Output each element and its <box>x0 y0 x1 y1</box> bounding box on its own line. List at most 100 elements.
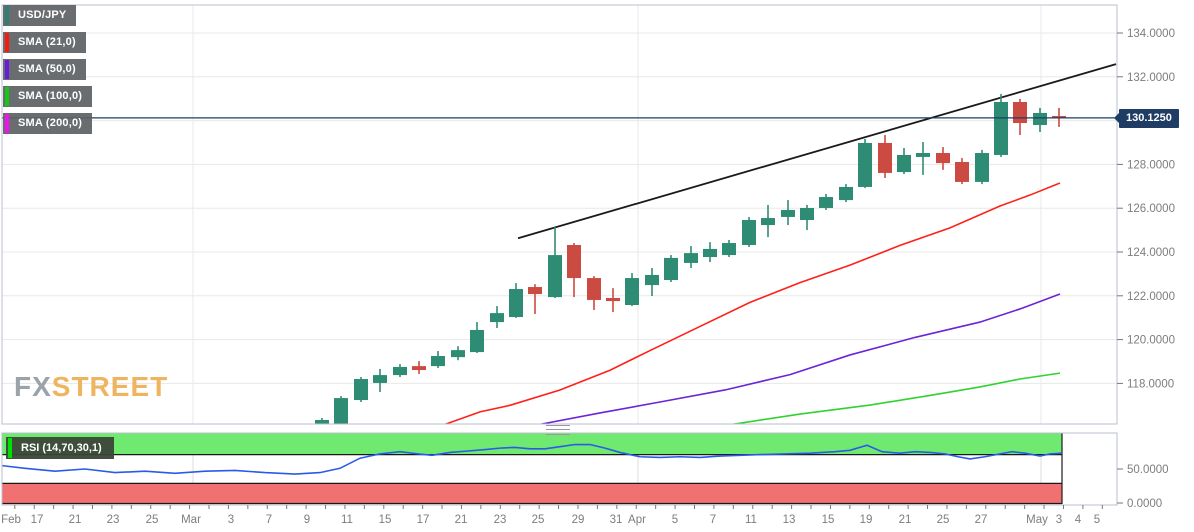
time-tick-label: 7 <box>710 514 716 526</box>
sma-200-label: SMA (200,0) <box>18 117 83 129</box>
time-tick-label: 4 <box>1075 514 1082 526</box>
price-tick-label: 120.0000 <box>1127 335 1175 347</box>
rsi-tick-label: 50.0000 <box>1127 464 1169 476</box>
rsi-line <box>2 443 1062 475</box>
time-tick-label: 5 <box>1094 514 1100 526</box>
time-tick-label: 25 <box>146 514 159 526</box>
candle-down <box>878 142 892 173</box>
time-tick-label: 17 <box>31 514 44 526</box>
sma-21-color-strip <box>5 33 9 52</box>
time-axis: Feb 17 21 23 25 Mar 3 7 9 11 15 17 21 23 25 29 31 Apr 5 7 11… <box>1 505 1103 526</box>
price-tag-arrow-icon <box>1114 113 1119 123</box>
rsi-bands <box>2 433 1063 505</box>
watermark-street: STREET <box>51 371 169 402</box>
price-tick-label: 132.0000 <box>1127 72 1175 84</box>
legend-sma-50[interactable]: SMA (50,0) <box>3 59 86 80</box>
candle-up <box>1033 112 1047 125</box>
candle-up <box>393 366 407 376</box>
candle-up <box>490 313 504 323</box>
candle-down <box>528 287 542 295</box>
time-tick-label: 21 <box>899 514 912 526</box>
fxstreet-watermark: FXSTREET <box>14 371 168 403</box>
time-tick-label: 29 <box>572 514 585 526</box>
sma-50-label: SMA (50,0) <box>18 63 76 75</box>
time-tick-label: 3 <box>228 514 234 526</box>
time-tick-label: 11 <box>745 514 757 526</box>
trendline <box>517 63 1117 240</box>
candle-up <box>781 209 795 217</box>
sma-50-color-strip <box>5 60 9 79</box>
time-tick-label: 17 <box>417 514 430 526</box>
rsi-label: RSI (14,70,30,1) <box>21 442 102 454</box>
sma-21-line <box>444 182 1061 424</box>
time-tick-label: 9 <box>304 514 310 526</box>
time-tick-label: Apr <box>628 514 646 526</box>
time-tick-label: 13 <box>783 514 796 526</box>
candle-up <box>664 257 678 281</box>
candles <box>315 93 1066 424</box>
price-tick-label: 126.0000 <box>1127 203 1175 215</box>
time-tick-label: 19 <box>860 514 873 526</box>
legend-rsi[interactable]: RSI (14,70,30,1) <box>6 437 114 459</box>
time-tick-label: 25 <box>532 514 545 526</box>
candle-down <box>606 297 620 302</box>
rsi-overbought-band <box>2 433 1062 455</box>
rsi-tick-label: 0.0000 <box>1127 498 1162 510</box>
sma-50-line <box>539 293 1061 424</box>
watermark-fx: FX <box>14 371 52 402</box>
sma-100-color-strip <box>5 87 9 106</box>
time-tick-label: 23 <box>494 514 507 526</box>
candle-up <box>897 154 911 173</box>
candle-up <box>354 379 368 401</box>
candle-up <box>645 274 659 286</box>
price-tick-label: 128.0000 <box>1127 159 1175 171</box>
candle-up <box>839 186 853 201</box>
time-tick-label: 23 <box>107 514 120 526</box>
candle-down <box>567 244 581 279</box>
candle-up <box>334 398 348 424</box>
sma-100-label: SMA (100,0) <box>18 90 83 102</box>
candle-up <box>819 197 833 208</box>
legend-sma-100[interactable]: SMA (100,0) <box>3 86 93 107</box>
candle-down <box>1013 101 1027 124</box>
time-tick-label: 25 <box>937 514 950 526</box>
symbol-color-strip <box>5 6 9 25</box>
time-tick-label: 21 <box>455 514 468 526</box>
candle-down <box>587 278 601 300</box>
candle-up <box>451 350 465 358</box>
candle-down <box>955 161 969 182</box>
candle-up <box>548 255 562 298</box>
overlay-lines <box>444 63 1117 424</box>
candle-up <box>722 243 736 256</box>
legend-stack: USD/JPY SMA (21,0) SMA (50,0) SMA (100,0… <box>3 5 93 140</box>
candle-up <box>509 289 523 318</box>
rsi-color-strip <box>8 438 12 458</box>
price-tick-label: 122.0000 <box>1127 291 1175 303</box>
time-tick-label: Feb <box>1 514 21 526</box>
candle-up <box>315 419 329 424</box>
time-tick-label: 5 <box>672 514 678 526</box>
candle-up <box>858 142 872 187</box>
candle-up <box>800 207 814 221</box>
price-tick-label: 134.0000 <box>1127 28 1175 40</box>
time-tick-label: 15 <box>822 514 835 526</box>
candle-up <box>703 248 717 258</box>
legend-sma-21[interactable]: SMA (21,0) <box>3 32 86 53</box>
legend-sma-200[interactable]: SMA (200,0) <box>3 113 93 134</box>
candle-up <box>994 101 1008 155</box>
time-tick-label: 31 <box>610 514 623 526</box>
panel-resize-grip-icon[interactable] <box>546 425 570 435</box>
sma-21-label: SMA (21,0) <box>18 36 76 48</box>
candle-down <box>412 366 426 371</box>
time-tick-label: 7 <box>266 514 272 526</box>
time-tick-label: May <box>1026 514 1048 526</box>
candle-up <box>470 329 484 353</box>
candle-up <box>761 218 775 226</box>
candle-up <box>431 356 445 367</box>
legend-symbol[interactable]: USD/JPY <box>3 5 77 26</box>
price-tick-label: 124.0000 <box>1127 247 1175 259</box>
candle-up <box>916 153 930 157</box>
candle-up <box>975 153 989 182</box>
